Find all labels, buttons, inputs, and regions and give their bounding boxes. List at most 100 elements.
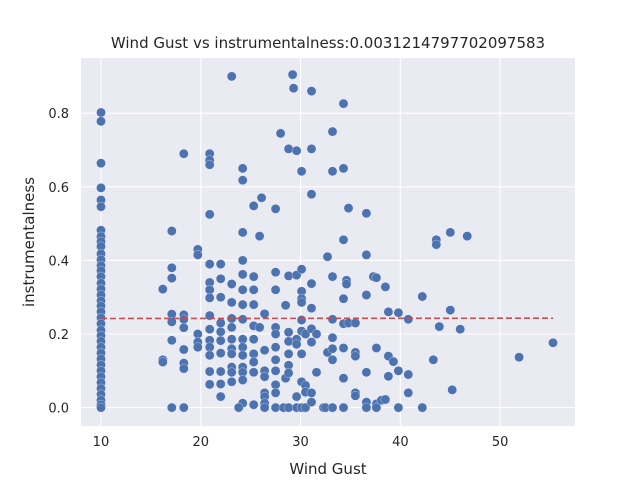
data-point xyxy=(167,226,177,236)
data-point xyxy=(96,107,106,118)
data-point xyxy=(215,391,226,402)
data-point xyxy=(403,388,414,398)
data-point xyxy=(270,380,281,390)
data-point xyxy=(237,285,248,295)
data-point xyxy=(462,231,472,241)
data-point xyxy=(226,322,237,333)
data-point xyxy=(226,71,237,82)
data-points xyxy=(96,69,558,413)
data-point xyxy=(311,329,322,339)
x-tick-label: 50 xyxy=(492,435,509,450)
data-point xyxy=(215,259,226,269)
data-point xyxy=(280,300,291,311)
data-point xyxy=(306,86,317,96)
data-point xyxy=(167,317,177,327)
data-point xyxy=(361,290,372,300)
data-point xyxy=(428,355,439,365)
x-tick-label: 10 xyxy=(93,435,110,450)
data-point xyxy=(403,314,414,325)
data-point xyxy=(248,334,259,344)
data-point xyxy=(548,338,558,348)
data-point xyxy=(204,342,215,352)
data-point xyxy=(215,274,226,284)
data-point xyxy=(283,336,294,347)
data-point xyxy=(270,285,281,295)
y-tick-label: 0.6 xyxy=(48,181,69,196)
data-point xyxy=(237,350,248,361)
data-point xyxy=(259,402,270,413)
data-point xyxy=(270,388,281,398)
data-point xyxy=(226,377,237,387)
data-point xyxy=(248,399,259,410)
data-point xyxy=(179,344,189,355)
data-point xyxy=(306,144,317,154)
data-point xyxy=(383,371,394,382)
data-point xyxy=(455,324,465,334)
data-point xyxy=(204,285,215,295)
data-point xyxy=(283,144,294,154)
chart-title: Wind Gust vs instrumentalness:0.00312147… xyxy=(111,34,545,52)
data-point xyxy=(275,128,286,139)
data-point xyxy=(371,272,382,283)
data-point xyxy=(248,299,259,310)
y-tick-label: 0.0 xyxy=(48,402,69,417)
data-point xyxy=(322,251,333,262)
y-axis-label: instrumentalness xyxy=(20,177,38,307)
data-point xyxy=(283,402,294,413)
data-point xyxy=(350,351,361,361)
data-point xyxy=(237,163,248,174)
data-point xyxy=(338,163,349,174)
data-point xyxy=(270,267,281,277)
data-point xyxy=(447,385,457,395)
x-tick-label: 30 xyxy=(292,435,309,450)
data-point xyxy=(215,379,226,389)
x-axis-label: Wind Gust xyxy=(289,460,366,478)
data-point xyxy=(215,327,226,337)
data-point xyxy=(445,305,456,315)
data-point xyxy=(259,345,270,355)
data-point xyxy=(237,314,248,325)
data-point xyxy=(306,278,317,289)
data-point xyxy=(350,318,361,328)
data-point xyxy=(306,388,317,398)
data-point xyxy=(311,367,322,378)
data-point xyxy=(204,379,215,390)
data-point xyxy=(204,259,215,269)
data-point xyxy=(388,356,399,367)
data-point xyxy=(226,297,237,308)
data-point xyxy=(361,367,372,378)
data-point xyxy=(226,367,237,378)
data-point xyxy=(291,339,302,350)
data-point xyxy=(296,315,307,325)
data-point xyxy=(237,375,248,385)
data-point xyxy=(296,166,307,177)
data-point xyxy=(291,145,302,156)
data-point xyxy=(287,69,298,80)
data-point xyxy=(327,332,338,343)
data-point xyxy=(327,355,338,365)
data-point xyxy=(158,357,168,367)
x-tick-label: 40 xyxy=(392,435,409,450)
data-point xyxy=(327,166,338,177)
data-point xyxy=(403,369,414,380)
data-point xyxy=(248,357,259,367)
data-point xyxy=(283,271,294,281)
data-point xyxy=(291,391,302,402)
data-point xyxy=(96,183,106,193)
data-point xyxy=(96,201,106,212)
data-point xyxy=(226,279,237,289)
data-point xyxy=(338,293,349,304)
data-point xyxy=(338,98,349,109)
data-point xyxy=(283,327,294,337)
data-point xyxy=(215,292,226,302)
data-point xyxy=(96,116,106,127)
data-point xyxy=(237,255,248,266)
data-point xyxy=(380,282,391,292)
data-point xyxy=(327,314,338,325)
data-point xyxy=(215,366,226,377)
data-point xyxy=(338,343,349,353)
y-tick-label: 0.4 xyxy=(48,254,69,269)
data-point xyxy=(361,208,372,219)
data-point xyxy=(179,148,189,159)
data-point xyxy=(158,284,168,294)
